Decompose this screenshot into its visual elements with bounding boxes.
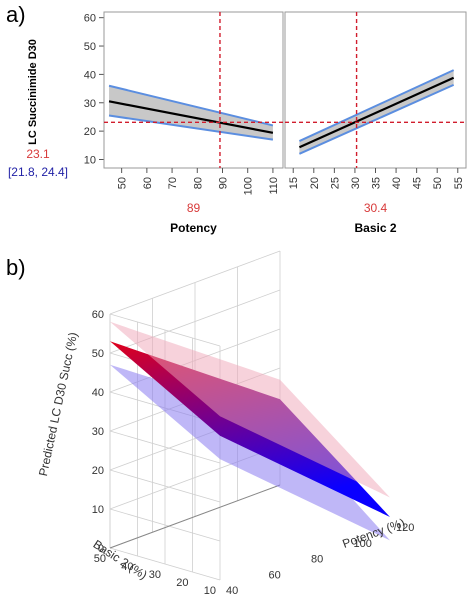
surface-upper (110, 321, 390, 498)
x-axis-label: Basic 2 (354, 221, 396, 235)
z-tick-label: 40 (92, 387, 104, 399)
floor-edge (109, 484, 281, 549)
z-axis-label: Predicted LC D30 Succ (%) (36, 331, 80, 477)
x-tick-label: 80 (192, 177, 204, 189)
predicted-interval: [21.8, 24.4] (8, 165, 68, 179)
x-tick-label: 60 (269, 569, 281, 581)
y-tick-label: 10 (84, 154, 96, 166)
z-tick-label: 60 (92, 309, 104, 321)
x-tick-label: 120 (396, 522, 414, 534)
y-tick-label: 50 (94, 553, 106, 565)
x-tick-label: 90 (217, 177, 229, 189)
z-tick-label: 30 (92, 426, 104, 438)
x-tick-label: 100 (243, 177, 255, 195)
plot-frame-1 (103, 11, 284, 169)
z-tick-label: 0 (98, 543, 104, 555)
confidence-limit-upper (298, 69, 455, 142)
x-tick-label: 60 (142, 177, 154, 189)
y-tick-label: 20 (176, 577, 188, 589)
surface-lower (110, 364, 390, 541)
current-x-value: 30.4 (364, 201, 388, 215)
x-tick-label: 40 (391, 177, 403, 189)
confidence-limit-upper (108, 84, 274, 127)
x-tick-label: 55 (453, 177, 465, 189)
y-tick-label: 40 (84, 69, 96, 81)
confidence-limit-lower (298, 83, 455, 155)
y-tick-label: 40 (121, 561, 133, 573)
z-tick-label: 10 (92, 504, 104, 516)
x-tick-label: 50 (117, 177, 129, 189)
x-tick-label: 40 (226, 585, 238, 595)
surface-plot-chart: 0 10 20 30 40 50 60 40 60 80 100 120 10 20 30 40 50 Predi… (36, 250, 414, 597)
x-axis-label: Potency (170, 221, 217, 235)
panel-b: b) 0 10 20 30 40 50 60 40 60 80 100 120 10 20 30 40 50 Pr… (0, 245, 474, 597)
confidence-band (109, 85, 273, 140)
x-tick-label: 20 (309, 177, 321, 189)
y-axis-label: LC Succinimide D30 (27, 39, 39, 145)
y-tick-label: 50 (84, 41, 96, 53)
predicted-value: 23.1 (26, 147, 50, 161)
y-tick-label: 30 (149, 569, 161, 581)
panel-a: a) LC Succinimide D30 23.1 [21.8, 24.4] 10 2… (0, 0, 474, 245)
x-tick-label: 100 (354, 538, 372, 550)
z-tick-label: 20 (92, 465, 104, 477)
y-tick-label: 20 (84, 126, 96, 138)
y-tick-label: 30 (84, 98, 96, 110)
x-tick-label: 80 (311, 554, 323, 566)
y-tick-label: 60 (84, 13, 96, 25)
confidence-limit-lower (108, 114, 274, 141)
fit-line (298, 76, 455, 149)
x-tick-label: 15 (288, 177, 300, 189)
x-tick-label: 25 (329, 177, 341, 189)
prediction-profiler-chart: LC Succinimide D30 23.1 [21.8, 24.4] 10 20 30… (8, 11, 467, 235)
y-tick-label: 10 (204, 585, 216, 595)
current-x-value: 89 (187, 201, 201, 215)
x-tick-label: 70 (167, 177, 179, 189)
x-tick-label: 30 (350, 177, 362, 189)
z-tick-label: 50 (92, 348, 104, 360)
x-tick-label: 50 (432, 177, 444, 189)
x-tick-label: 35 (371, 177, 383, 189)
x-tick-label: 110 (268, 177, 280, 195)
panel-a-letter: a) (6, 2, 26, 27)
fit-line (108, 100, 274, 134)
x-tick-label: 45 (412, 177, 424, 189)
panel-b-letter: b) (6, 255, 26, 280)
